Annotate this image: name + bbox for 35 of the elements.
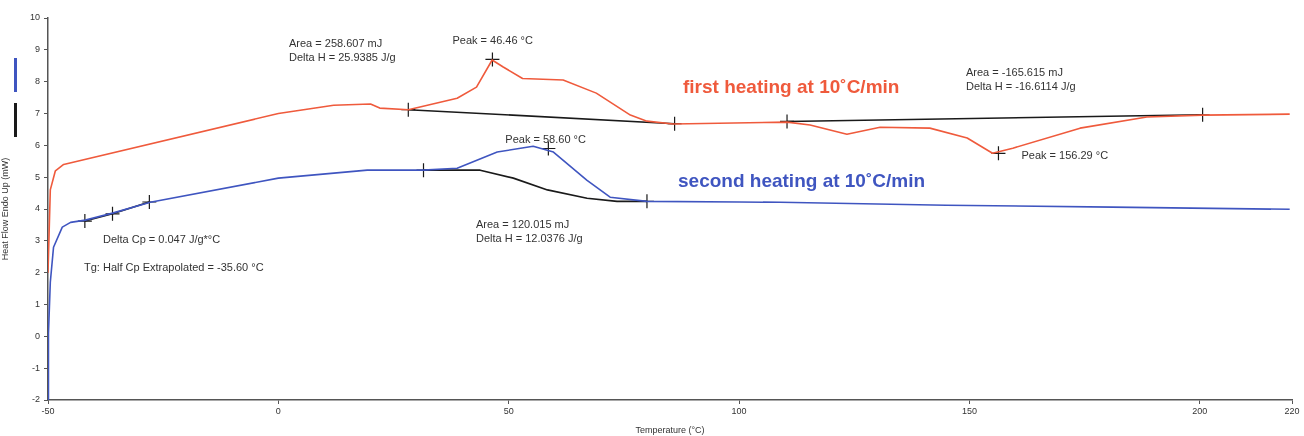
y-tick-label: 4 [34, 203, 40, 214]
x-tick-label: 100 [731, 405, 747, 416]
y-tick-label: 2 [34, 267, 40, 278]
annotation: Delta Cp = 0.047 J/g*°C [103, 232, 221, 245]
x-tick-label: 150 [961, 405, 977, 416]
y-tick-label: 9 [34, 44, 40, 55]
series-label: first heating at 10˚C/min [683, 75, 900, 97]
y-tick-label: 1 [34, 298, 40, 309]
series-label: second heating at 10˚C/min [678, 169, 926, 191]
y-tick-label: 6 [34, 139, 40, 150]
x-tick-label: -50 [41, 405, 55, 416]
x-tick-label: 200 [1192, 405, 1208, 416]
point [141, 194, 157, 210]
point [104, 206, 121, 222]
annotation: Peak = 58.60 °C [505, 133, 586, 146]
x-axis-title: Temperature (°C) [635, 425, 705, 436]
y-tick-label: 5 [34, 171, 40, 182]
y-tick-label: 7 [34, 107, 40, 118]
x-tick-label: 0 [275, 405, 281, 416]
y-axis-title: Heat Flow Endo Up (mW) [0, 157, 10, 261]
y-tick-label: -2 [31, 394, 40, 405]
y-tick-label: -1 [31, 362, 40, 373]
annotation: Peak = 46.46 °C [452, 33, 534, 46]
y-tick-label: 0 [34, 330, 40, 341]
annotation: Area = 120.015 mJ Delta H = 12.0376 J/g [476, 217, 583, 244]
x-tick-label: 220 [1284, 405, 1300, 416]
annotation: Tg: Half Cp Extrapolated = -35.60 °C [84, 260, 264, 273]
y-tick-label: 3 [34, 235, 40, 246]
point [484, 51, 501, 67]
y-tick-label: 8 [34, 76, 40, 87]
y-tick-label: 10 [29, 12, 40, 23]
annotation: Area = -165.615 mJ Delta H = -16.6114 J/g [966, 65, 1076, 92]
x-tick-label: 50 [503, 405, 514, 416]
annotation: Peak = 156.29 °C [1021, 148, 1109, 161]
annotation: Area = 258.607 mJ Delta H = 25.9385 J/g [289, 36, 396, 63]
